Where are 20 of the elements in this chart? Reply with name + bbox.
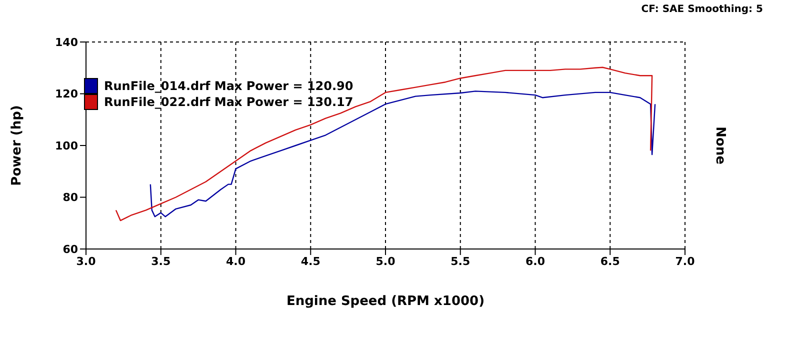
y-axis-title: Power (hp)	[10, 105, 25, 186]
x-tick-label: 5.0	[376, 254, 396, 268]
x-tick-label: 3.0	[76, 254, 96, 268]
y-tick-label: 140	[55, 36, 78, 49]
y2-axis-title: None	[712, 126, 728, 165]
text: CF: SAE Smoothing: 5	[641, 4, 763, 15]
y-tick-label: 60	[62, 242, 78, 256]
x-tick-label: 6.0	[526, 254, 546, 268]
x-tick-label: 6.5	[600, 254, 620, 268]
x-tick-label: 4.5	[300, 254, 320, 268]
x-tick-label: 5.5	[450, 254, 470, 268]
legend-label: RunFile_014.drf Max Power = 120.90	[104, 78, 354, 94]
x-tick-label: 3.5	[151, 254, 171, 268]
y-tick-label: 120	[55, 88, 78, 101]
x-tick-label: 4.0	[226, 254, 246, 268]
y-tick-label: 100	[55, 139, 78, 152]
legend-label: RunFile_022.drf Max Power = 130.17	[104, 94, 354, 110]
y-tick-label: 80	[62, 191, 78, 204]
x-axis-title: Engine Speed (RPM x1000)	[286, 294, 485, 309]
x-tick-label: 7.0	[675, 254, 696, 268]
